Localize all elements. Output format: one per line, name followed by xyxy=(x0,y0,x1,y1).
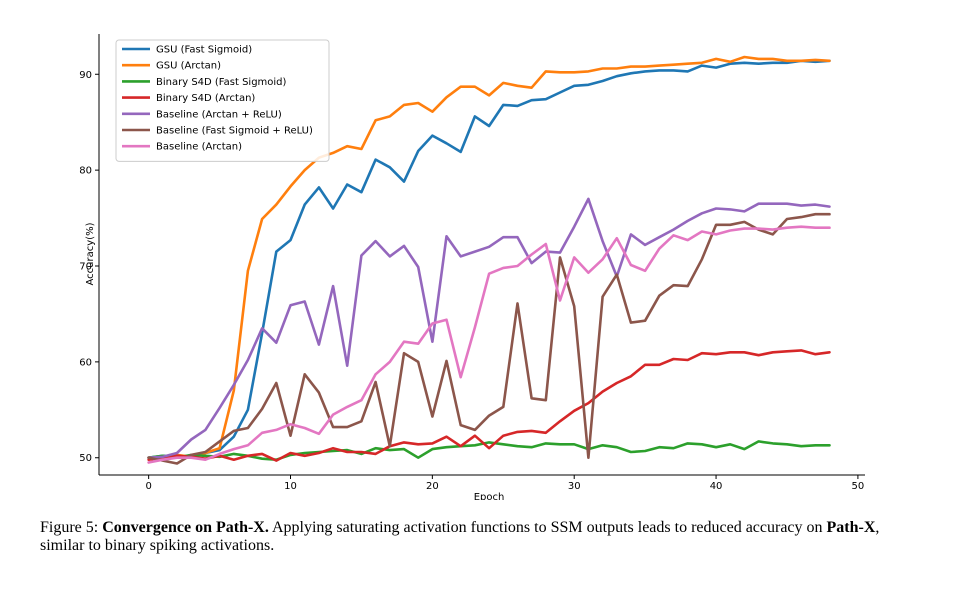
series-line-2 xyxy=(147,440,831,462)
caption-title: Convergence on Path-X. xyxy=(102,519,269,536)
caption-text-2: , similar to binary spiking activations. xyxy=(40,519,880,554)
series-line-4 xyxy=(147,197,831,460)
legend-label-3: Binary S4D (Arctan) xyxy=(156,93,255,104)
y-axis-label: Accuracy(%) xyxy=(85,222,96,285)
series-line-1 xyxy=(147,55,831,460)
series-line-3 xyxy=(147,349,831,462)
x-tick-label: 0 xyxy=(145,481,151,492)
x-tick-label: 10 xyxy=(284,481,297,492)
x-tick-label: 50 xyxy=(852,481,865,492)
series-line-5 xyxy=(147,212,831,465)
caption-bold-term: Path-X xyxy=(826,519,876,536)
axes: Accuracy(%) Epoch xyxy=(85,34,865,500)
figure: Accuracy(%) Epoch 0 10 20 30 40 50 50 60 70 80 90 … xyxy=(79,34,865,500)
x-axis-label: Epoch xyxy=(474,492,505,500)
y-tick-label: 90 xyxy=(79,70,92,81)
series-line-0 xyxy=(147,59,831,460)
y-tick-label: 60 xyxy=(79,357,92,368)
legend-label-5: Baseline (Fast Sigmoid + ReLU) xyxy=(156,126,313,137)
x-tick-label: 20 xyxy=(426,481,439,492)
y-tick-label: 70 xyxy=(79,262,92,273)
y-tick-label: 50 xyxy=(79,453,92,464)
legend-label-2: Binary S4D (Fast Sigmoid) xyxy=(156,77,287,88)
x-tick-label: 30 xyxy=(568,481,581,492)
legend: GSU (Fast Sigmoid) GSU (Arctan) Binary S4D… xyxy=(115,39,330,162)
legend-label-0: GSU (Fast Sigmoid) xyxy=(156,45,252,56)
x-tick-label: 40 xyxy=(710,481,723,492)
legend-label-1: GSU (Arctan) xyxy=(156,61,221,72)
series-lines xyxy=(147,55,831,465)
legend-label-6: Baseline (Arctan) xyxy=(156,142,242,153)
y-tick-label: 80 xyxy=(79,166,92,177)
accuracy-line-chart: Accuracy(%) Epoch 0 10 20 30 40 505060708090 … xyxy=(79,34,865,500)
series-line-6 xyxy=(147,225,831,464)
figure-caption: Figure 5: Convergence on Path-X. Applyin… xyxy=(40,519,920,555)
axis-ticks: 0 10 20 30 40 50 50 60 70 80 90 xyxy=(79,70,864,492)
legend-label-4: Baseline (Arctan + ReLU) xyxy=(156,109,282,120)
caption-label: Figure 5: xyxy=(40,519,99,536)
caption-text-1: Applying saturating activation functions… xyxy=(271,519,823,536)
legend-box xyxy=(115,39,330,162)
